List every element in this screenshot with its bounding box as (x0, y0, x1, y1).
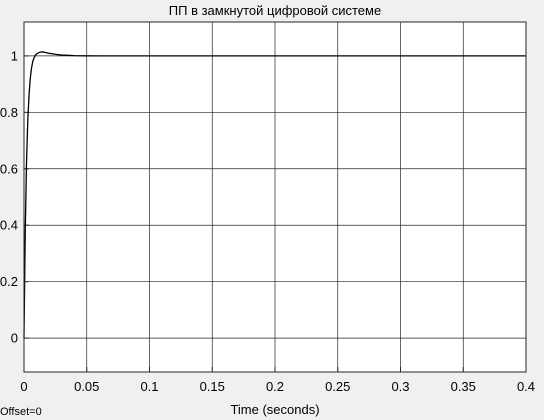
x-axis-label: Time (seconds) (230, 402, 319, 417)
y-tick-label: 0 (11, 331, 18, 346)
y-tick-label: 0.2 (0, 274, 18, 289)
x-tick-label: 0.05 (74, 379, 99, 394)
chart-title: ПП в замкнутой цифровой системе (169, 3, 381, 18)
x-tick-label: 0.25 (325, 379, 350, 394)
x-tick-label: 0.35 (451, 379, 476, 394)
y-tick-label: 0.4 (0, 218, 18, 233)
offset-label: Offset=0 (0, 406, 42, 418)
y-tick-label: 1 (11, 48, 18, 63)
series-group (23, 51, 526, 339)
plot-frame (23, 21, 527, 373)
x-tick-label: 0.15 (200, 379, 225, 394)
step-response-line (23, 51, 526, 339)
y-tick-label: 0.8 (0, 105, 18, 120)
x-tick-label: 0.3 (391, 379, 409, 394)
x-tick-label: 0.1 (140, 379, 158, 394)
x-tick-label: 0 (20, 379, 27, 394)
y-tick-label: 0.6 (0, 161, 18, 176)
x-tick-label: 0.2 (266, 379, 284, 394)
grid-lines (23, 22, 527, 372)
x-tick-label: 0.4 (517, 379, 535, 394)
tick-labels: 0 0.05 0.1 0.15 0.2 0.25 0.3 0.35 0.4 0 0.2 0.4 0.6 0… (0, 48, 535, 394)
